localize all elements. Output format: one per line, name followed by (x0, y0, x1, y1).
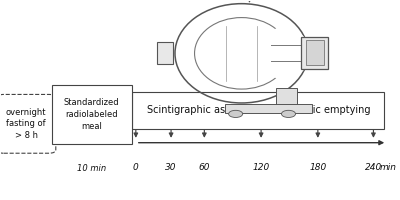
Wedge shape (264, 24, 312, 83)
Text: 120: 120 (252, 163, 270, 172)
Text: Standardized
radiolabeled
meal: Standardized radiolabeled meal (64, 98, 120, 131)
FancyBboxPatch shape (157, 42, 174, 64)
Text: Scintigraphic assessment of gastric emptying: Scintigraphic assessment of gastric empt… (147, 105, 370, 115)
Text: 240: 240 (365, 163, 382, 172)
Text: 180: 180 (309, 163, 326, 172)
FancyBboxPatch shape (0, 94, 56, 153)
FancyBboxPatch shape (132, 92, 384, 129)
Text: 10 min: 10 min (77, 164, 106, 173)
Text: 30: 30 (165, 163, 177, 172)
FancyBboxPatch shape (306, 40, 324, 65)
Text: overnight
fasting of
> 8 h: overnight fasting of > 8 h (6, 108, 46, 140)
FancyBboxPatch shape (52, 85, 132, 144)
FancyBboxPatch shape (276, 88, 297, 105)
Text: min: min (380, 163, 397, 172)
Circle shape (282, 110, 296, 117)
FancyBboxPatch shape (302, 37, 328, 69)
Text: 0: 0 (133, 163, 139, 172)
Text: 60: 60 (198, 163, 210, 172)
FancyBboxPatch shape (226, 104, 312, 113)
Circle shape (229, 110, 243, 117)
